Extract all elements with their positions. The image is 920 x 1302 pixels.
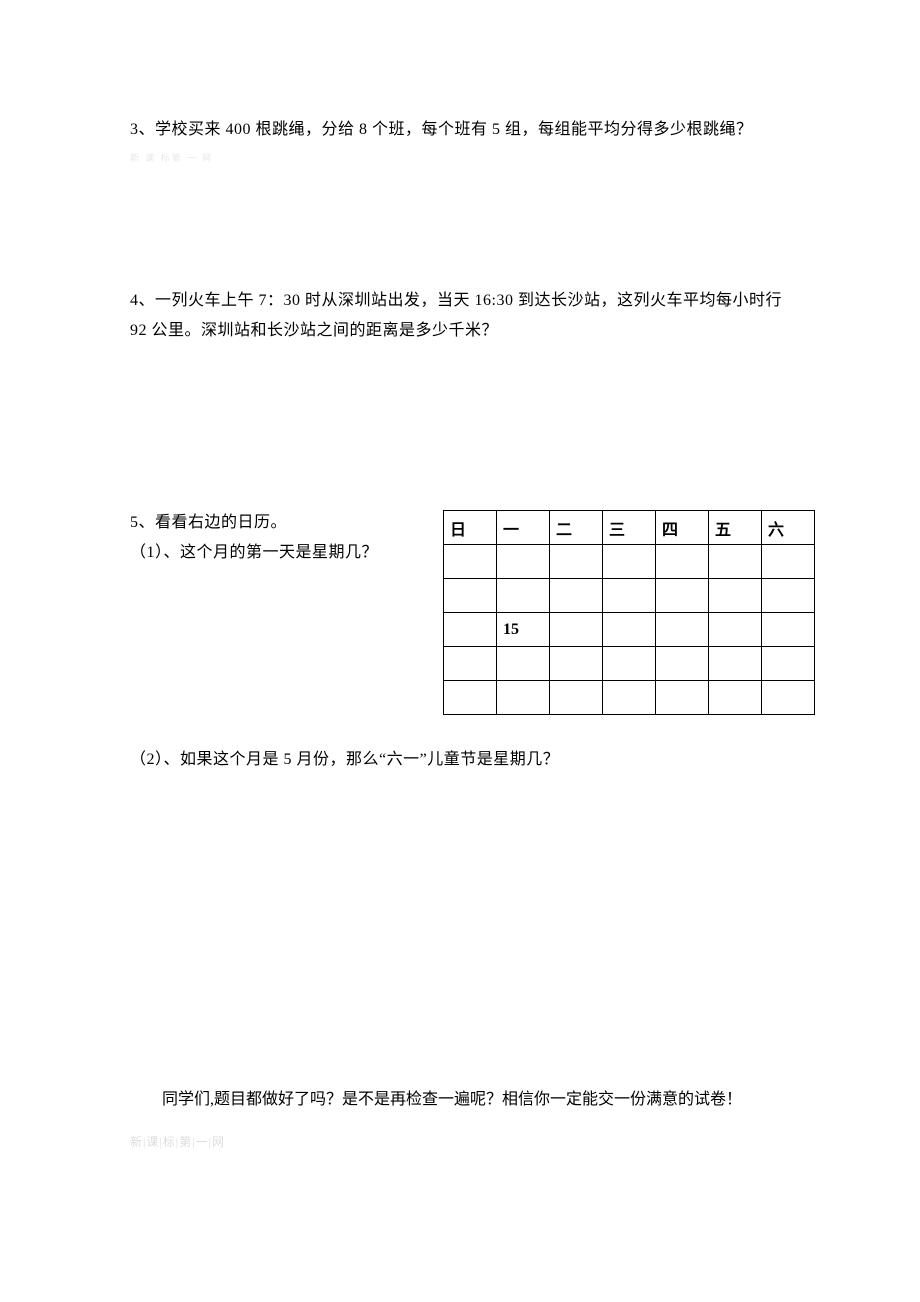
calendar-header: 二: [550, 511, 603, 545]
calendar-cell: [444, 579, 497, 613]
calendar-cell: [550, 579, 603, 613]
calendar-cell: [603, 545, 656, 579]
calendar-header-row: 日 一 二 三 四 五 六: [444, 511, 815, 545]
question-5: 5、看看右边的日历。 （1）、这个月的第一天是星期几？ 日 一 二 三 四 五 …: [130, 508, 790, 775]
calendar-cell: 15: [497, 613, 550, 647]
calendar-cell: [603, 613, 656, 647]
answer-space-4: [130, 364, 790, 508]
calendar-cell: [656, 613, 709, 647]
question-4-text: 4、一列火车上午 7：30 时从深圳站出发，当天 16:30 到达长沙站，这列火…: [130, 286, 790, 346]
calendar-cell: [497, 647, 550, 681]
calendar-cell: [603, 681, 656, 715]
calendar-cell: [497, 681, 550, 715]
calendar-cell: [497, 545, 550, 579]
calendar-cell: [709, 681, 762, 715]
closing-block: 同学们,题目都做好了吗？是不是再检查一遍呢？相信你一定能交一份满意的试卷！ 新|…: [130, 1085, 790, 1150]
question-5-sub2: （2）、如果这个月是 5 月份，那么“六一”儿童节是星期几？: [130, 745, 790, 775]
calendar-cell: [762, 545, 815, 579]
calendar-cell: [444, 647, 497, 681]
calendar-header: 四: [656, 511, 709, 545]
calendar-cell: [709, 545, 762, 579]
calendar-header: 六: [762, 511, 815, 545]
calendar-header: 三: [603, 511, 656, 545]
calendar-cell: [762, 613, 815, 647]
calendar-header: 一: [497, 511, 550, 545]
closing-text: 同学们,题目都做好了吗？是不是再检查一遍呢？相信你一定能交一份满意的试卷！: [130, 1085, 790, 1115]
calendar-cell: [709, 579, 762, 613]
calendar-cell: [709, 613, 762, 647]
question-3: 3、学校买来 400 根跳绳，分给 8 个班，每个班有 5 组，每组能平均分得多…: [130, 115, 790, 164]
calendar-cell: [444, 613, 497, 647]
question-5-intro: 5、看看右边的日历。: [130, 508, 415, 538]
calendar-header: 五: [709, 511, 762, 545]
calendar-cell: [656, 647, 709, 681]
calendar-cell: [497, 579, 550, 613]
calendar-row: [444, 545, 815, 579]
calendar-cell: [762, 647, 815, 681]
calendar-row: [444, 681, 815, 715]
calendar-cell: [444, 681, 497, 715]
calendar-cell: [762, 579, 815, 613]
calendar-cell: [550, 681, 603, 715]
calendar-cell: [656, 545, 709, 579]
calendar-cell: [550, 613, 603, 647]
question-3-text: 3、学校买来 400 根跳绳，分给 8 个班，每个班有 5 组，每组能平均分得多…: [130, 115, 790, 145]
calendar-row: [444, 647, 815, 681]
question-5-sub1: （1）、这个月的第一天是星期几？: [130, 538, 415, 568]
calendar-cell: [762, 681, 815, 715]
watermark-1: 新 课 标第 一 网: [130, 151, 790, 164]
calendar-cell: [603, 647, 656, 681]
calendar-row: [444, 579, 815, 613]
calendar-cell: [656, 579, 709, 613]
calendar-cell: [444, 545, 497, 579]
calendar-cell: [550, 545, 603, 579]
page-content: 3、学校买来 400 根跳绳，分给 8 个班，每个班有 5 组，每组能平均分得多…: [0, 0, 920, 1190]
calendar-wrapper: 日 一 二 三 四 五 六: [443, 510, 815, 715]
question-4: 4、一列火车上午 7：30 时从深圳站出发，当天 16:30 到达长沙站，这列火…: [130, 286, 790, 346]
calendar-table: 日 一 二 三 四 五 六: [443, 510, 815, 715]
calendar-row: 15: [444, 613, 815, 647]
calendar-cell: [603, 579, 656, 613]
question-5-row: 5、看看右边的日历。 （1）、这个月的第一天是星期几？ 日 一 二 三 四 五 …: [130, 508, 790, 715]
calendar-cell: [709, 647, 762, 681]
answer-space-3: [130, 182, 790, 286]
calendar-cell: [550, 647, 603, 681]
calendar-cell: [656, 681, 709, 715]
calendar-header: 日: [444, 511, 497, 545]
watermark-2: 新|课|标|第|一|网: [130, 1133, 790, 1150]
question-5-left: 5、看看右边的日历。 （1）、这个月的第一天是星期几？: [130, 508, 415, 568]
